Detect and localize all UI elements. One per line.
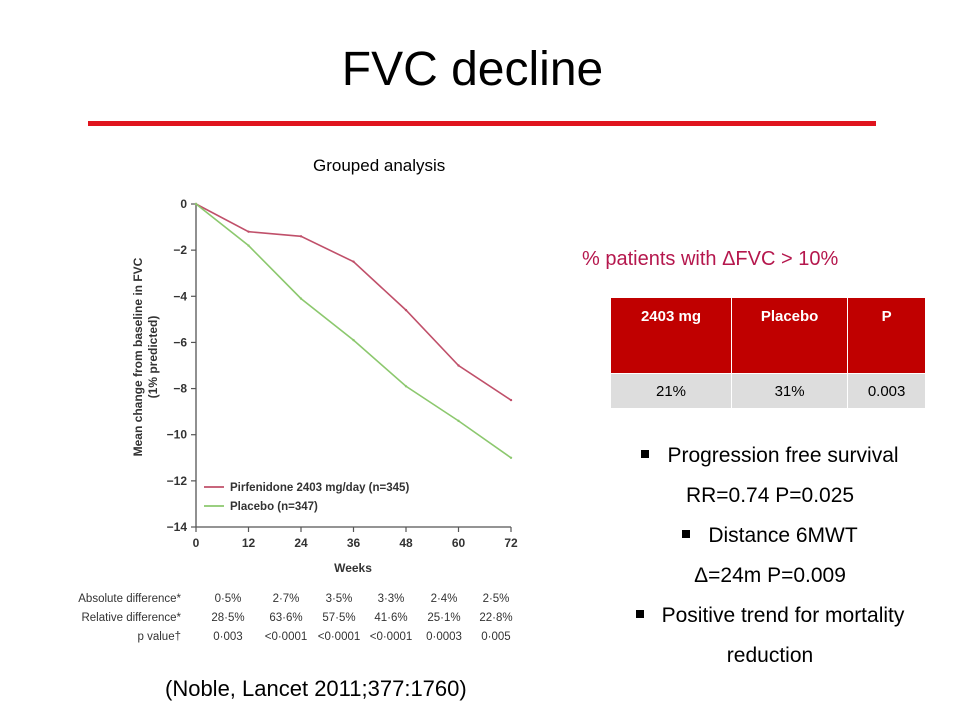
value-2403mg: 21% bbox=[610, 373, 732, 409]
data-point-pirfenidone bbox=[404, 308, 408, 312]
diff-cell: 41·6% bbox=[374, 612, 407, 624]
y-axis-title: Mean change from baseline in FVC (1% pre… bbox=[131, 257, 160, 456]
data-point-placebo bbox=[352, 338, 355, 342]
diff-cell: 0·5% bbox=[215, 593, 242, 605]
difference-table: Absolute difference* 0·5% 2·7% 3·5% 3·3% 2·4%… bbox=[78, 593, 512, 643]
x-tick-label: 0 bbox=[193, 536, 200, 550]
x-tick-label: 24 bbox=[294, 536, 308, 550]
diff-cell: 63·6% bbox=[269, 612, 302, 624]
diff-row-label: Absolute difference* bbox=[78, 593, 181, 605]
data-point-placebo bbox=[509, 456, 513, 459]
bullet-list: Progression free survival RR=0.74 P=0.02… bbox=[590, 436, 950, 676]
bullet-text: Distance 6MWT bbox=[708, 524, 858, 547]
data-point-placebo bbox=[247, 244, 250, 247]
y-tick-label: −8 bbox=[173, 382, 187, 396]
y-tick-label: 0 bbox=[180, 197, 187, 211]
diff-cell: 25·1% bbox=[427, 612, 460, 624]
stats-table-value-row: 21% 31% 0.003 bbox=[610, 373, 926, 409]
citation: (Noble, Lancet 2011;377:1760) bbox=[165, 676, 467, 701]
x-axis-label: Weeks bbox=[334, 561, 372, 575]
bullet-marker bbox=[641, 450, 650, 459]
y-tick-label: −2 bbox=[173, 243, 187, 257]
data-point-placebo bbox=[457, 419, 460, 423]
diff-row-label: p value† bbox=[138, 631, 181, 643]
series-line-placebo bbox=[195, 203, 512, 459]
table-heading: % patients with ΔFVC > 10% bbox=[582, 248, 839, 270]
series-layer bbox=[194, 202, 513, 459]
data-point-pirfenidone bbox=[352, 260, 355, 263]
chart-legend: Pirfenidone 2403 mg/day (n=345) Placebo (… bbox=[204, 482, 409, 513]
diff-cell: 57·5% bbox=[322, 612, 355, 624]
diff-row-label: Relative difference* bbox=[81, 612, 181, 624]
chart-caption: Grouped analysis bbox=[313, 156, 446, 175]
y-tick-label: −4 bbox=[173, 289, 187, 303]
bullet-text: Positive trend for mortality bbox=[661, 604, 905, 627]
diff-cell: 28·5% bbox=[211, 612, 244, 624]
diff-cell: <0·0001 bbox=[318, 631, 361, 643]
x-tick-label: 60 bbox=[452, 536, 466, 550]
value-p: 0.003 bbox=[847, 373, 926, 409]
diff-cell: <0·0001 bbox=[370, 631, 413, 643]
y-axis-label: Mean change from baseline in FVC bbox=[131, 257, 145, 456]
bullet-item: Progression free survival bbox=[590, 436, 950, 476]
x-tick-label: 12 bbox=[242, 536, 256, 550]
diff-cell: 0·005 bbox=[481, 631, 510, 643]
fvc-decline-chart: Mean change from baseline in FVC (1% pre… bbox=[78, 197, 518, 643]
diff-cell: 2·7% bbox=[273, 593, 300, 605]
diff-cell: 0·0003 bbox=[426, 631, 462, 643]
header-2403mg: 2403 mg bbox=[610, 297, 732, 374]
diff-cell: 2·5% bbox=[483, 593, 510, 605]
y-axis-label-sub: (1% predicted) bbox=[146, 316, 160, 399]
data-point-placebo bbox=[299, 297, 303, 300]
bullet-detail: RR=0.74 P=0.025 bbox=[685, 484, 855, 507]
bullet-text: Progression free survival bbox=[667, 444, 899, 467]
stats-table: 2403 mg Placebo P 21% 31% 0.003 bbox=[610, 297, 926, 409]
legend-label-placebo: Placebo (n=347) bbox=[230, 501, 318, 513]
x-tick-label: 36 bbox=[347, 536, 361, 550]
data-point-pirfenidone bbox=[299, 235, 303, 238]
legend-label-pirfenidone: Pirfenidone 2403 mg/day (n=345) bbox=[230, 482, 409, 494]
series-line-pirfenidone bbox=[195, 203, 512, 401]
diff-cell: 22·8% bbox=[479, 612, 512, 624]
bullet-detail: reduction bbox=[726, 644, 814, 667]
header-p: P bbox=[847, 297, 926, 374]
title-divider bbox=[88, 121, 876, 126]
diff-cell: <0·0001 bbox=[265, 631, 308, 643]
diff-cell: 0·003 bbox=[213, 631, 242, 643]
data-point-pirfenidone bbox=[247, 230, 250, 233]
y-tick-label: −14 bbox=[167, 520, 188, 534]
diff-cell: 3·3% bbox=[378, 593, 405, 605]
data-point-placebo bbox=[404, 385, 408, 388]
data-point-placebo bbox=[194, 202, 198, 206]
data-point-pirfenidone bbox=[509, 398, 513, 402]
value-placebo: 31% bbox=[730, 373, 849, 409]
bullet-detail: Δ=24m P=0.009 bbox=[694, 564, 846, 587]
chart-axes: 0 −2 −4 −6 −8 −10 −12 −14 0 12 24 36 48 60 72 bbox=[167, 197, 518, 550]
bullet-marker bbox=[682, 530, 691, 539]
bullet-marker bbox=[635, 610, 644, 619]
bullet-item: Positive trend for mortality bbox=[590, 596, 950, 636]
stats-table-header-row: 2403 mg Placebo P bbox=[610, 297, 926, 374]
data-point-pirfenidone bbox=[457, 364, 460, 367]
diff-cell: 3·5% bbox=[326, 593, 353, 605]
bullet-item: Distance 6MWT bbox=[590, 516, 950, 556]
x-tick-label: 72 bbox=[504, 536, 518, 550]
y-tick-label: −6 bbox=[173, 335, 187, 349]
diff-cell: 2·4% bbox=[431, 593, 458, 605]
header-placebo: Placebo bbox=[730, 297, 849, 374]
y-tick-label: −12 bbox=[167, 474, 188, 488]
slide-title: FVC decline bbox=[341, 43, 604, 96]
x-tick-label: 48 bbox=[399, 536, 413, 550]
y-tick-label: −10 bbox=[167, 428, 188, 442]
